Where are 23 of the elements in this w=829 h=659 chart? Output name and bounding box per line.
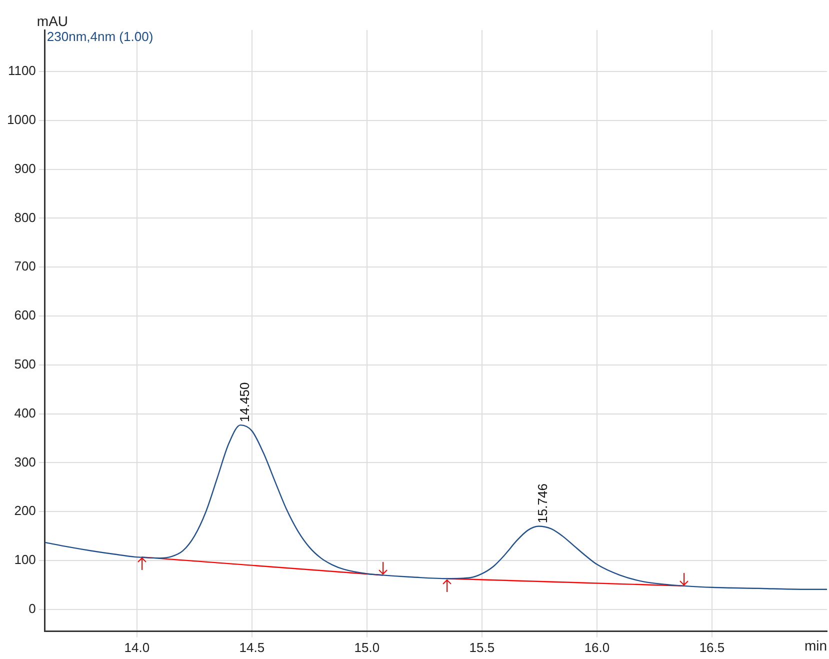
x-axis-title: min (804, 637, 827, 654)
y-tick-label: 1100 (8, 63, 36, 78)
y-tick-label: 200 (14, 503, 36, 518)
y-axis-title: mAU (36, 12, 68, 29)
y-tick-label: 900 (14, 160, 36, 176)
x-tick-label: 14.5 (239, 640, 265, 655)
x-tick-label: 15.0 (354, 640, 380, 655)
y-tick-label: 300 (14, 454, 36, 470)
y-tick-label: 500 (14, 356, 36, 372)
y-tick-label: 1000 (7, 112, 36, 128)
y-tick-label: 700 (14, 258, 36, 274)
y-tick-label: 600 (14, 308, 36, 323)
x-tick-label: 15.5 (469, 640, 495, 655)
annotation: 14.450 (237, 382, 252, 422)
y-tick-label: 400 (14, 405, 36, 420)
annotation: 230nm,4nm (1.00) (46, 29, 154, 44)
x-tick-label: 14.0 (124, 640, 150, 655)
y-tick-label: 100 (14, 552, 36, 568)
annotation: 15.746 (535, 484, 550, 524)
y-tick-label: 0 (28, 600, 36, 616)
x-tick-label: 16.0 (584, 640, 610, 655)
y-tick-label: 800 (14, 210, 36, 225)
x-tick-label: 16.5 (699, 640, 725, 655)
